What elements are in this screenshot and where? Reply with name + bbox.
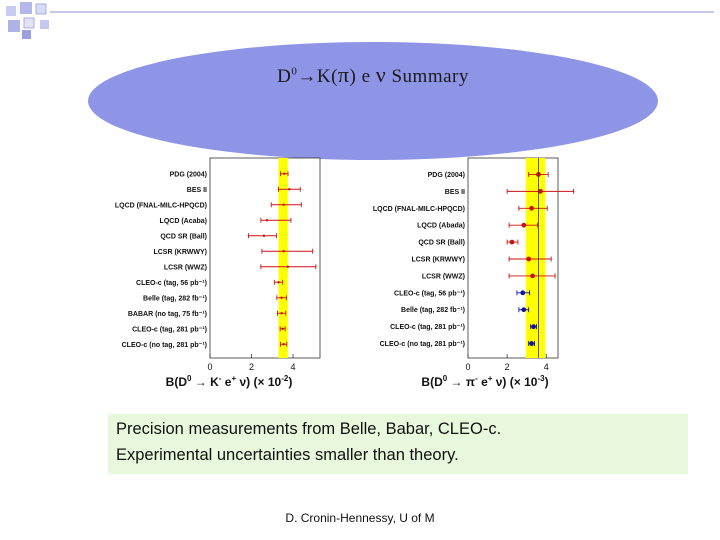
- title-pi: π: [337, 62, 350, 87]
- title-close: ): [349, 66, 357, 87]
- data-point: [283, 172, 286, 175]
- data-point: [286, 265, 290, 268]
- deco-square: [8, 20, 20, 32]
- x-axis-label: B(D0 → K- e+ ν) (× 10-2): [166, 374, 293, 389]
- data-point: [281, 327, 284, 330]
- x-tick-label: 4: [544, 362, 549, 372]
- data-point: [262, 234, 266, 237]
- x-axis-label-part: e: [478, 375, 488, 389]
- row-label: PDG (2004): [170, 171, 207, 178]
- x-tick-label: 2: [249, 362, 254, 372]
- data-point: [282, 343, 285, 346]
- data-point: [520, 290, 526, 296]
- deco-square: [40, 20, 49, 29]
- x-tick-label: 0: [465, 362, 470, 372]
- x-axis-label-part: 0: [187, 374, 192, 383]
- data-point: [529, 205, 534, 211]
- row-label: CLEO-c (tag, 281 pb⁻¹): [132, 326, 207, 333]
- row-label: CLEO-c (tag, 56 pb⁻¹): [136, 280, 207, 287]
- row-label: BES II: [445, 189, 465, 196]
- row-label: PDG (2004): [428, 172, 465, 179]
- row-label: LCSR (WWZ): [422, 273, 465, 280]
- x-axis-label-part: ν) (× 10: [236, 375, 281, 389]
- x-axis-label-part: → K: [191, 375, 219, 389]
- row-label: LCSR (KRWWY): [153, 249, 207, 256]
- x-tick-label: 0: [207, 362, 212, 372]
- x-axis-label-part: B(D: [421, 375, 443, 389]
- x-axis-label-part: → π: [447, 375, 475, 389]
- row-label: LQCD (FNAL-MILC-HPQCD): [373, 206, 465, 213]
- x-axis-label-part: -: [475, 374, 478, 383]
- x-axis-label-part: e: [221, 375, 231, 389]
- x-axis-label-part: +: [231, 374, 236, 383]
- footer: D. Cronin-Hennessy, U of M: [285, 511, 435, 525]
- title-nu: ν: [375, 62, 387, 87]
- data-point: [521, 222, 527, 228]
- row-label: LQCD (Acaba): [160, 218, 207, 225]
- data-point: [280, 296, 283, 299]
- data-point: [280, 312, 283, 315]
- row-label: LQCD (FNAL-MILC-HPQCD): [115, 202, 207, 209]
- x-axis-label-part: B(D: [166, 375, 188, 389]
- title-e: e: [361, 66, 371, 87]
- plot-frame: [209, 157, 321, 359]
- data-point: [277, 281, 280, 284]
- x-axis-label-part: +: [488, 374, 493, 383]
- title-sup: 0: [291, 65, 298, 78]
- data-point: [526, 256, 532, 262]
- x-axis-label: B(D0 → π- e+ ν) (× 10-3): [421, 374, 548, 389]
- row-label: QCD SR (Ball): [418, 240, 465, 247]
- title-k: K(: [316, 66, 338, 87]
- title-arrow: →: [297, 66, 317, 87]
- row-label: LQCD (Abada): [417, 223, 465, 230]
- deco-square: [35, 3, 47, 15]
- row-label: LCSR (WWZ): [164, 264, 207, 271]
- data-point: [282, 203, 285, 206]
- x-axis-label-part: -3: [537, 374, 545, 383]
- x-tick-label: 2: [505, 362, 510, 372]
- title-ellipse: [88, 42, 658, 160]
- header-decoration: [6, 2, 714, 39]
- data-point: [288, 188, 291, 191]
- title-summary: Summary: [391, 66, 469, 87]
- row-label: Belle (tag, 282 fb⁻¹): [401, 307, 465, 314]
- note-box: [108, 414, 688, 474]
- data-point: [521, 307, 527, 313]
- data-point: [509, 239, 515, 245]
- title-d: D: [277, 66, 292, 87]
- x-axis-label-part: -2: [281, 374, 289, 383]
- row-label: LCSR (KRWWY): [411, 257, 465, 264]
- data-point: [530, 273, 535, 279]
- deco-square: [23, 17, 35, 29]
- note-line-1: Precision measurements from Belle, Babar…: [116, 420, 502, 438]
- row-label: CLEO-c (tag, 281 pb⁻¹): [390, 324, 465, 331]
- x-axis-label-part: ν) (× 10: [492, 375, 537, 389]
- data-point: [529, 341, 534, 346]
- data-point: [537, 188, 543, 194]
- data-point: [265, 219, 269, 222]
- chart-k-e-nu: 0 2 4 PDG (2004) BES II LQCD (FNAL-MILC-HPQCD…: [115, 157, 321, 389]
- row-label: CLEO-c (no tag, 281 pb⁻¹): [380, 341, 465, 348]
- row-label: BABAR (no tag, 75 fb⁻¹): [128, 311, 207, 318]
- deco-square: [22, 30, 31, 39]
- row-label: QCD SR (Ball): [160, 233, 207, 240]
- average-band: [278, 158, 288, 358]
- x-axis-label-part: ): [545, 375, 549, 389]
- data-point: [531, 324, 536, 330]
- deco-square: [6, 6, 16, 16]
- x-axis-label-part: -: [219, 374, 222, 383]
- deco-square: [20, 2, 32, 14]
- x-axis-label-part: ): [288, 375, 292, 389]
- row-label: BES II: [187, 187, 207, 194]
- x-tick-label: 4: [291, 362, 296, 372]
- slide-title: D0→K(π) e ν Summary: [88, 62, 658, 88]
- x-axis-label-part: 0: [443, 374, 448, 383]
- note-line-2: Experimental uncertainties smaller than …: [116, 446, 459, 464]
- row-label: CLEO-c (no tag, 281 pb⁻¹): [122, 342, 207, 349]
- row-label: Belle (tag, 282 fb⁻¹): [143, 295, 207, 302]
- data-point: [282, 250, 285, 253]
- row-label: CLEO-c (tag, 56 pb⁻¹): [394, 290, 465, 297]
- chart-pi-e-nu: 0 2 4 PDG (2004) BES II LQCD (FNAL-MILC-HPQCD…: [373, 157, 575, 389]
